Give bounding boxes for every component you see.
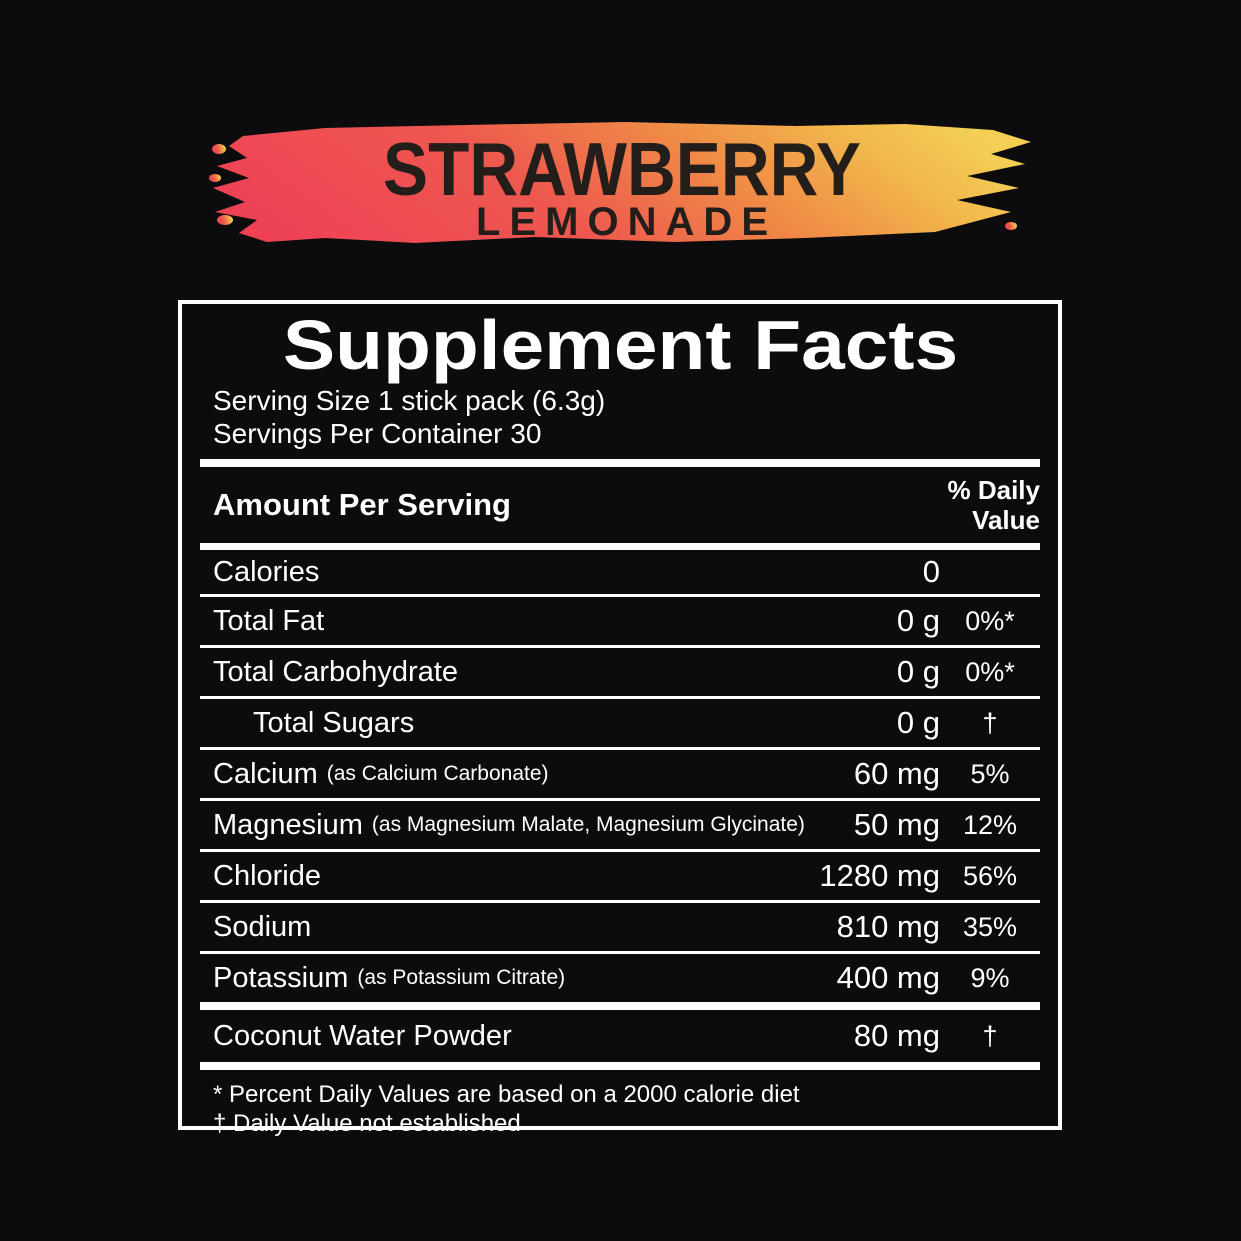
serving-info: Serving Size 1 stick pack (6.3g) Serving… xyxy=(213,384,1040,450)
row-daily-value: 0%* xyxy=(965,605,1015,636)
table-row-calories: Calories 0 xyxy=(200,550,1040,594)
separator-thin xyxy=(200,594,1040,597)
separator-thick xyxy=(200,543,1040,550)
flavor-banner: STRAWBERRY LEMONADE xyxy=(205,116,1037,260)
row-label: Total Sugars xyxy=(253,706,415,739)
daily-value-header-line1: % Daily xyxy=(947,475,1041,505)
row-amount: 0 g xyxy=(896,705,940,740)
serving-size: Serving Size 1 stick pack (6.3g) xyxy=(213,385,606,416)
row-daily-value: 0%* xyxy=(965,656,1015,687)
separator-thick xyxy=(200,1062,1040,1070)
table-header-row: Amount Per Serving % Daily Value xyxy=(213,467,1040,543)
panel-title-text: Supplement Facts xyxy=(282,306,958,384)
separator-thick xyxy=(200,1002,1040,1010)
table-row-total-sugars: Total Sugars 0 g † xyxy=(200,699,1040,747)
row-amount: 0 g xyxy=(896,654,940,689)
supplement-facts-panel: Supplement Facts Serving Size 1 stick pa… xyxy=(178,300,1062,1137)
row-daily-value: † xyxy=(982,1020,998,1051)
table-row-magnesium: Magnesium (as Magnesium Malate, Magnesiu… xyxy=(200,801,1040,849)
row-daily-value: 12% xyxy=(962,809,1018,840)
table-row-calcium: Calcium (as Calcium Carbonate) 60 mg 5% xyxy=(200,750,1040,798)
row-label: Coconut Water Powder xyxy=(213,1019,512,1052)
separator-thin xyxy=(200,900,1040,903)
row-amount: 810 mg xyxy=(836,909,940,944)
row-source-note: (as Potassium Citrate) xyxy=(357,966,566,989)
table-row-chloride: Chloride 1280 mg 56% xyxy=(200,852,1040,900)
separator-thin xyxy=(200,849,1040,852)
row-amount: 60 mg xyxy=(853,756,940,791)
row-label: Potassium xyxy=(213,961,349,994)
row-amount: 0 g xyxy=(896,603,940,638)
row-label: Total Fat xyxy=(213,604,325,637)
row-daily-value: † xyxy=(982,707,998,738)
flavor-name-line1: STRAWBERRY xyxy=(383,127,861,211)
footnotes: * Percent Daily Values are based on a 20… xyxy=(213,1080,1040,1138)
separator-thin xyxy=(200,747,1040,750)
table-row-sodium: Sodium 810 mg 35% xyxy=(200,903,1040,951)
table-row-total-carbohydrate: Total Carbohydrate 0 g 0%* xyxy=(200,648,1040,696)
row-label: Chloride xyxy=(213,859,321,892)
row-amount: 80 mg xyxy=(853,1018,940,1053)
row-amount: 400 mg xyxy=(836,960,940,995)
table-row-potassium: Potassium (as Potassium Citrate) 400 mg … xyxy=(200,954,1040,1002)
brush-stroke-graphic: STRAWBERRY LEMONADE xyxy=(209,122,1031,244)
separator-thin xyxy=(200,645,1040,648)
table-row-total-fat: Total Fat 0 g 0%* xyxy=(200,597,1040,645)
footnote-daily-value-not-established: † Daily Value not established xyxy=(213,1110,521,1137)
row-amount: 1280 mg xyxy=(819,858,940,893)
separator-thin xyxy=(200,696,1040,699)
amount-per-serving-header: Amount Per Serving xyxy=(213,487,511,522)
footnote-percent-daily-values: * Percent Daily Values are based on a 20… xyxy=(213,1081,800,1108)
row-source-note: (as Calcium Carbonate) xyxy=(326,762,549,785)
row-label: Magnesium xyxy=(213,808,363,841)
row-label: Calories xyxy=(213,555,320,588)
daily-value-header: % Daily Value xyxy=(930,475,1041,535)
row-label: Total Carbohydrate xyxy=(213,655,459,688)
row-daily-value: 56% xyxy=(962,860,1018,891)
row-label: Sodium xyxy=(213,910,312,943)
separator-thin xyxy=(200,951,1040,954)
row-label: Calcium xyxy=(213,757,318,790)
separator-thin xyxy=(200,798,1040,801)
row-amount: 50 mg xyxy=(853,807,940,842)
table-row-coconut-water-powder: Coconut Water Powder 80 mg † xyxy=(200,1010,1040,1062)
daily-value-header-line2: Value xyxy=(972,505,1040,535)
brush-stroke-shape xyxy=(209,122,1031,243)
row-amount: 0 xyxy=(922,554,940,589)
row-daily-value: 9% xyxy=(970,962,1010,993)
panel-title: Supplement Facts xyxy=(200,310,1040,380)
row-source-note: (as Magnesium Malate, Magnesium Glycinat… xyxy=(371,813,805,836)
separator-thick xyxy=(200,459,1040,467)
servings-per-container: Servings Per Container 30 xyxy=(213,418,542,449)
row-daily-value: 35% xyxy=(962,911,1018,942)
row-daily-value: 5% xyxy=(970,758,1010,789)
